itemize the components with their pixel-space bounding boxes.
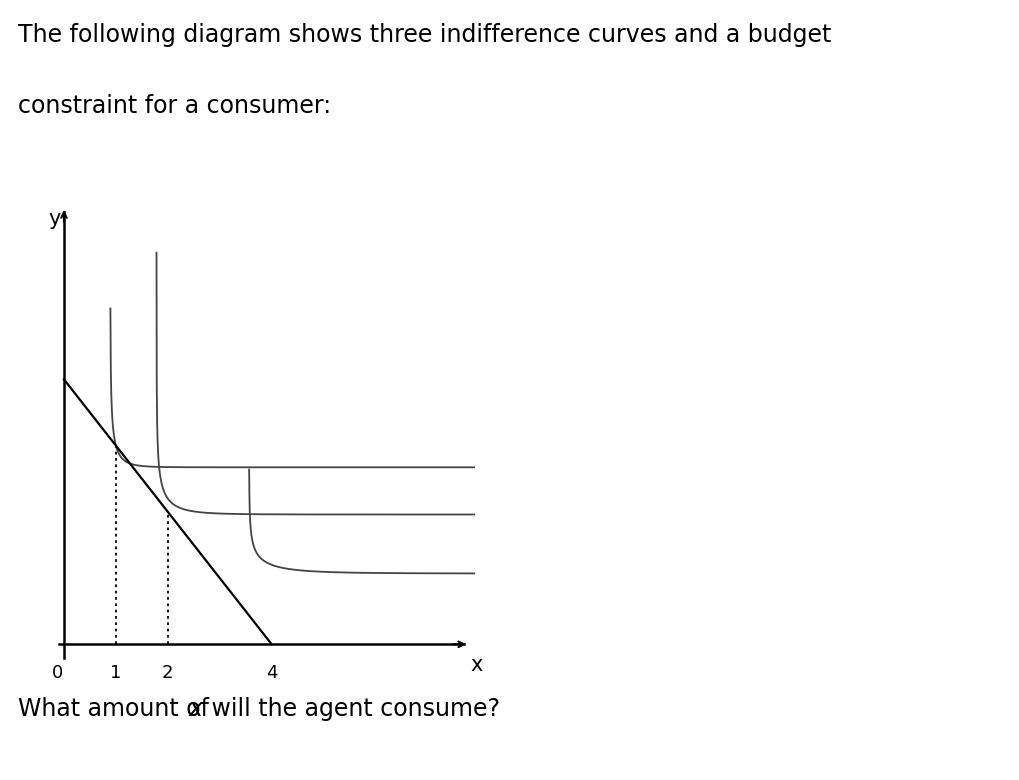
Text: The following diagram shows three indifference curves and a budget: The following diagram shows three indiff…: [18, 23, 830, 48]
Text: constraint for a consumer:: constraint for a consumer:: [18, 94, 331, 118]
Text: will the agent consume?: will the agent consume?: [204, 697, 499, 721]
Text: What amount of: What amount of: [18, 697, 217, 721]
Text: 2: 2: [162, 665, 173, 682]
Text: 4: 4: [266, 665, 277, 682]
Text: 0: 0: [52, 665, 63, 682]
Text: y: y: [48, 209, 61, 229]
Text: x: x: [189, 697, 203, 721]
Text: 1: 1: [110, 665, 121, 682]
Text: x: x: [470, 655, 483, 675]
